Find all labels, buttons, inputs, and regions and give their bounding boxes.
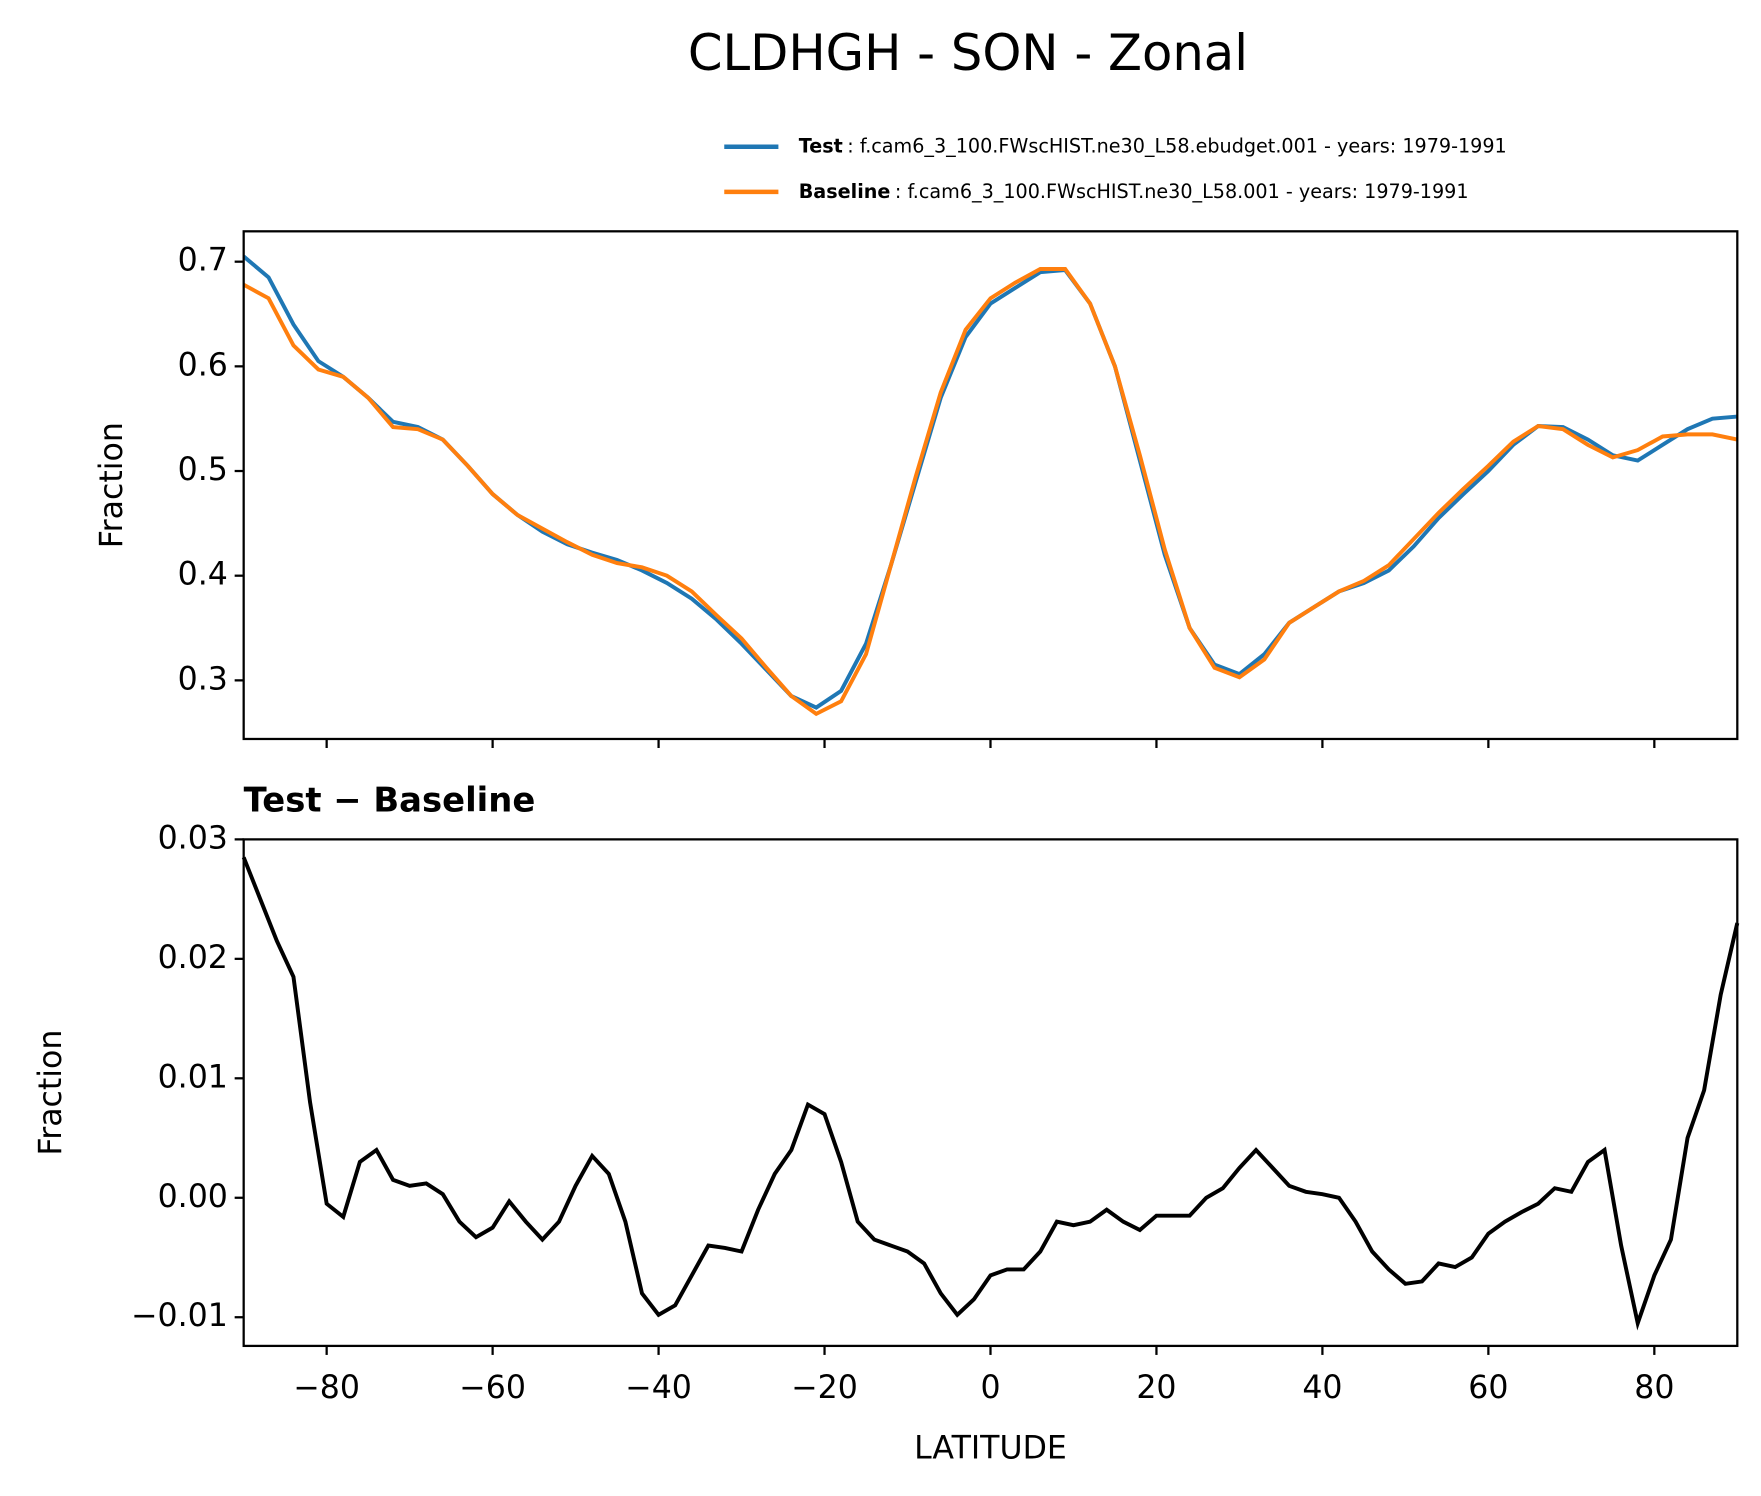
y-tick-label: 0.4 <box>178 557 228 593</box>
x-tick-label: −20 <box>791 1370 858 1406</box>
legend-description: : f.cam6_3_100.FWscHIST.ne30_L58.ebudget… <box>847 134 1506 157</box>
y-tick-label: 0.01 <box>158 1059 228 1095</box>
series-line <box>242 254 1738 710</box>
legend-label: Baseline: f.cam6_3_100.FWscHIST.ne30_L58… <box>799 179 1469 202</box>
legend-label: Test: f.cam6_3_100.FWscHIST.ne30_L58.ebu… <box>799 134 1507 157</box>
x-tick-label: 40 <box>1302 1370 1342 1406</box>
x-tick-label: 0 <box>980 1370 1000 1406</box>
y-axis-label: Fraction <box>33 1030 69 1156</box>
legend-description: : f.cam6_3_100.FWscHIST.ne30_L58.001 - y… <box>895 179 1469 202</box>
chart-title: CLDHGH - SON - Zonal <box>688 24 1248 82</box>
x-axis-label: LATITUDE <box>914 1431 1067 1467</box>
series-line <box>241 856 1740 1331</box>
x-tick-label: 80 <box>1634 1370 1674 1406</box>
x-tick-label: −40 <box>625 1370 692 1406</box>
legend-name: Test <box>799 134 843 157</box>
x-tick-label: 60 <box>1468 1370 1508 1406</box>
x-tick-label: −60 <box>459 1370 526 1406</box>
series-line <box>242 267 1738 717</box>
y-tick-label: 0.7 <box>178 243 228 279</box>
y-axis-label: Fraction <box>94 422 130 548</box>
y-tick-label: 0.00 <box>158 1179 228 1215</box>
x-tick-label: 20 <box>1136 1370 1176 1406</box>
y-tick-label: 0.5 <box>178 452 228 488</box>
y-tick-label: 0.6 <box>178 347 228 383</box>
y-tick-label: 0.3 <box>178 661 228 697</box>
y-tick-label: 0.02 <box>158 940 228 976</box>
y-tick-label: 0.03 <box>158 820 228 856</box>
axes-frame <box>242 230 1739 741</box>
x-tick-label: −80 <box>293 1370 360 1406</box>
y-tick-label: −0.01 <box>131 1298 228 1334</box>
panel-title: Test − Baseline <box>244 781 536 820</box>
legend-name: Baseline <box>799 179 891 202</box>
axes-frame <box>242 838 1739 1348</box>
